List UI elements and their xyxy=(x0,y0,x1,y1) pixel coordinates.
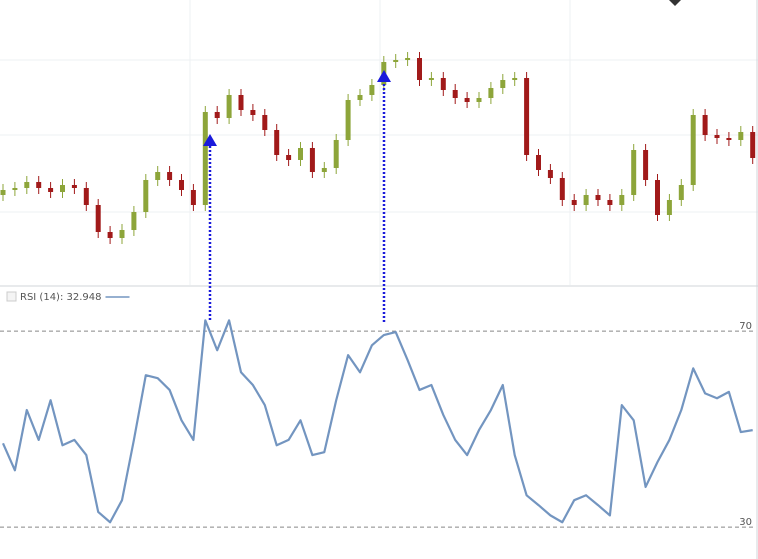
candle-body xyxy=(36,182,42,188)
candle-body xyxy=(655,180,660,215)
candle-body xyxy=(143,180,149,212)
candle-body xyxy=(571,200,577,205)
candle-body xyxy=(417,58,422,80)
candle-body xyxy=(48,188,54,192)
candle-body xyxy=(678,185,684,200)
candle-body xyxy=(666,200,672,215)
candle-body xyxy=(321,168,327,172)
candle-body xyxy=(262,115,268,130)
legend-checkbox[interactable] xyxy=(6,291,17,302)
candle-body xyxy=(155,172,161,180)
candle-body xyxy=(60,185,65,192)
menu-marker[interactable] xyxy=(669,0,681,6)
candle-body xyxy=(595,195,601,200)
candle-body xyxy=(405,58,411,60)
arrow-head xyxy=(203,134,217,146)
candle-body xyxy=(214,112,220,118)
candle-body xyxy=(488,88,494,98)
candle-body xyxy=(24,182,30,188)
rsi-line xyxy=(1,319,753,524)
candle-body xyxy=(167,172,173,180)
candle-body xyxy=(750,132,756,158)
candle-body xyxy=(131,212,137,230)
candle-body xyxy=(714,135,720,138)
rsi-panel: 30 70 RSI (14): 32.948 xyxy=(0,292,756,528)
candle-body xyxy=(452,90,458,98)
candle-body xyxy=(393,60,399,62)
candle-body xyxy=(631,150,637,195)
candle-body xyxy=(71,185,77,188)
arrow-head xyxy=(377,70,391,82)
candle-body xyxy=(476,98,482,102)
candle-body xyxy=(500,80,506,88)
candle-body xyxy=(464,98,470,102)
annotation-arrows xyxy=(208,80,386,322)
candle-body xyxy=(619,195,625,205)
candle-body xyxy=(345,100,351,140)
candle-body xyxy=(190,190,196,205)
candle-body xyxy=(179,180,184,190)
candle-body xyxy=(690,115,696,185)
candle-body xyxy=(738,132,744,140)
candle-body xyxy=(238,95,244,110)
candle-body xyxy=(12,188,18,190)
candle-body xyxy=(83,188,89,205)
candle-body xyxy=(0,190,6,195)
candle-body xyxy=(202,112,208,205)
y-tick-label: 30 xyxy=(739,517,752,528)
candle-body xyxy=(119,230,125,238)
candle-body xyxy=(250,110,256,115)
candle-body xyxy=(726,138,732,140)
candle-body xyxy=(333,140,339,168)
candle-body xyxy=(547,170,553,178)
candle-body xyxy=(643,150,649,180)
legend-label: RSI (14): 32.948 xyxy=(20,292,102,303)
candle-body xyxy=(583,195,589,205)
candle-body xyxy=(524,78,530,155)
candle-body xyxy=(309,148,315,172)
candle-body xyxy=(607,200,613,205)
candle-body xyxy=(226,95,232,118)
candle-body xyxy=(440,78,446,90)
candle-body xyxy=(95,205,101,232)
candle-body xyxy=(274,130,280,155)
y-tick-label: 70 xyxy=(739,321,752,332)
candle-body xyxy=(512,78,518,80)
candles xyxy=(0,52,756,244)
candle-body xyxy=(428,78,434,80)
candle-body xyxy=(107,232,113,238)
candle-body xyxy=(357,95,363,100)
candle-body xyxy=(286,155,292,160)
candle-body xyxy=(702,115,708,135)
candle-body xyxy=(298,148,303,160)
candle-body xyxy=(559,178,565,200)
candle-body xyxy=(369,85,375,95)
candle-body xyxy=(536,155,541,170)
price-grid xyxy=(0,0,758,285)
